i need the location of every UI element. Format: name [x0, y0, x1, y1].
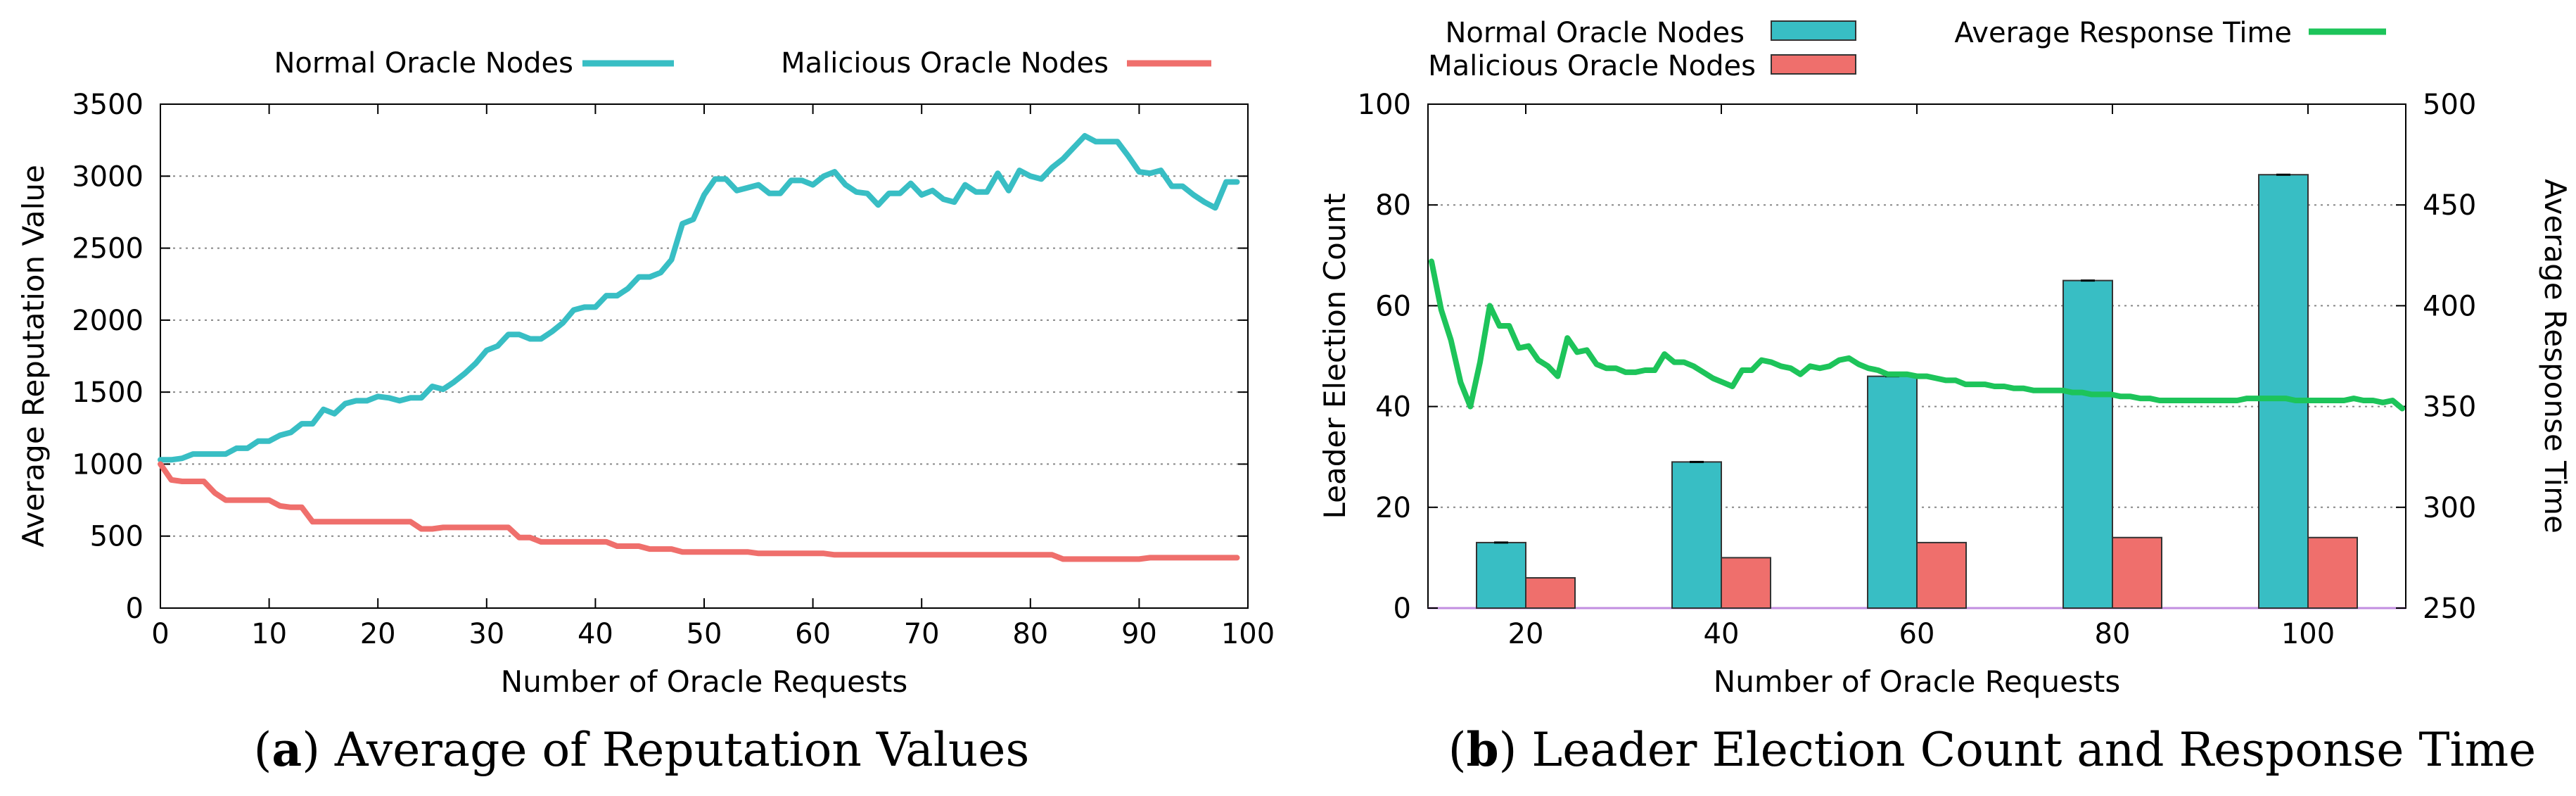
reputation-x-tick-label: 100: [1221, 618, 1275, 650]
response-time-line-group: [1429, 258, 2405, 412]
reputation-x-tick-label: 0: [151, 618, 169, 650]
election-y2-tick-label: 400: [2423, 290, 2476, 322]
election-x-ticks: 20 40 60 80 100: [1508, 104, 2335, 650]
election-x-tick-label: 60: [1899, 618, 1935, 650]
response-time-line: [1429, 258, 2405, 412]
caption-a-text: Average of Reputation Values: [334, 723, 1029, 777]
reputation-y-tick-label: 1500: [72, 377, 144, 409]
reputation-y-tick-label: 500: [90, 521, 144, 553]
reputation-x-label: Number of Oracle Requests: [501, 664, 907, 699]
reputation-y-tick-label: 3000: [72, 160, 144, 193]
legend-b-swatch-normal: [1771, 20, 1856, 41]
election-x-label: Number of Oracle Requests: [1714, 664, 2120, 699]
legend-label-normal: Normal Oracle Nodes: [274, 47, 573, 80]
election-y2-ticks: 250 300 350 400 450 500: [2396, 89, 2476, 625]
reputation-x-tick-label: 50: [687, 618, 722, 650]
reputation-legend: Normal Oracle Nodes Malicious Oracle Nod…: [274, 47, 1211, 80]
reputation-x-tick-label: 40: [578, 618, 613, 650]
reputation-y-tick-label: 1000: [72, 448, 144, 481]
reputation-y-tick-label: 0: [126, 593, 144, 625]
bar-malicious-40: [1721, 557, 1771, 609]
caption-b: (b) Leader Election Count and Response T…: [1448, 722, 2537, 777]
election-y-tick-label: 40: [1375, 391, 1411, 424]
reputation-plot-frame: [160, 103, 1249, 609]
election-chart: 0 20 40 60 80 100 250 300 350 400 450 500 20 40 60 80…: [1318, 17, 2572, 777]
bar-normal-40: [1671, 461, 1722, 609]
legend-b-label-malicious: Malicious Oracle Nodes: [1428, 50, 1756, 82]
reputation-x-tick-label: 20: [360, 618, 396, 650]
election-y-tick-label: 100: [1358, 89, 1411, 121]
election-y2-label: Average Response Time: [2538, 179, 2572, 533]
election-x-tick-label: 40: [1704, 618, 1740, 650]
election-legend: Normal Oracle Nodes Malicious Oracle Nod…: [1428, 17, 2386, 82]
election-y-tick-label: 60: [1375, 290, 1411, 322]
election-bars: [1476, 173, 2358, 609]
caption-a-letter: a: [272, 722, 302, 777]
bar-normal-20: [1476, 541, 1526, 609]
legend-b-swatch-malicious: [1771, 54, 1856, 75]
reputation-x-ticks: 0 10 20 30 40 50 60 70 80 90 100: [151, 104, 1275, 650]
reputation-x-tick-label: 80: [1012, 618, 1048, 650]
reputation-x-tick-label: 90: [1121, 618, 1157, 650]
election-x-tick-label: 100: [2281, 618, 2335, 650]
legend-label-malicious: Malicious Oracle Nodes: [781, 47, 1109, 80]
election-x-tick-label: 80: [2095, 618, 2131, 650]
bar-malicious-60: [1916, 541, 1967, 609]
reputation-y-tick-label: 3500: [72, 89, 144, 121]
reputation-malicious-line: [158, 461, 1240, 562]
legend-b-label-normal: Normal Oracle Nodes: [1445, 17, 1745, 49]
bar-normal-80: [2062, 279, 2113, 609]
reputation-grid: [160, 175, 1248, 537]
election-x-tick-label: 20: [1508, 618, 1544, 650]
reputation-x-tick-label: 70: [904, 618, 940, 650]
reputation-y-label: Average Reputation Value: [16, 165, 51, 548]
bar-malicious-80: [2112, 536, 2162, 609]
reputation-x-tick-label: 30: [468, 618, 504, 650]
election-y-tick-label: 0: [1394, 593, 1411, 625]
election-y-tick-label: 80: [1375, 189, 1411, 222]
reputation-chart: 0 500 1000 1500 2000 2500 3000 3500 0 10 20 30 40 50…: [16, 47, 1275, 777]
election-y-label: Leader Election Count: [1318, 193, 1352, 519]
bar-malicious-100: [2307, 536, 2358, 609]
legend-b-label-response: Average Response Time: [1954, 17, 2292, 49]
caption-b-text: Leader Election Count and Response Time: [1531, 723, 2536, 777]
reputation-y-tick-label: 2000: [72, 305, 144, 337]
reputation-x-tick-label: 10: [251, 618, 287, 650]
bar-normal-100: [2258, 174, 2309, 609]
election-y-tick-label: 20: [1375, 492, 1411, 524]
bar-malicious-20: [1525, 577, 1576, 609]
reputation-y-tick-label: 2500: [72, 233, 144, 265]
reputation-normal-line: [158, 133, 1240, 463]
caption-b-letter: b: [1466, 722, 1498, 777]
election-y2-tick-label: 500: [2423, 89, 2476, 121]
election-y-ticks: 0 20 40 60 80 100: [1358, 89, 1438, 625]
election-y2-tick-label: 450: [2423, 189, 2476, 222]
reputation-y-ticks: 0 500 1000 1500 2000 2500 3000 3500: [72, 89, 1248, 625]
election-y2-tick-label: 350: [2423, 391, 2476, 424]
bar-normal-60: [1867, 375, 1918, 609]
election-y2-tick-label: 300: [2423, 492, 2476, 524]
caption-a: (a) Average of Reputation Values: [254, 722, 1030, 777]
reputation-lines: [158, 133, 1240, 562]
reputation-x-tick-label: 60: [795, 618, 831, 650]
election-y2-tick-label: 250: [2423, 593, 2476, 625]
